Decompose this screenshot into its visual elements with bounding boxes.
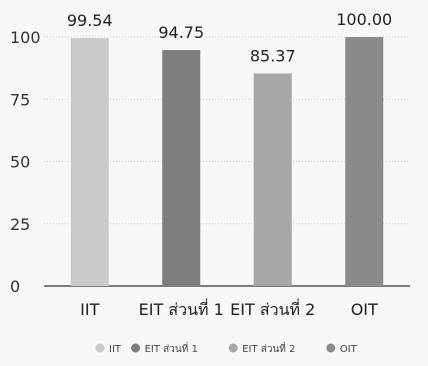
y-tick-label: 0 <box>10 277 20 296</box>
legend: IIT EIT ส่วนที่ 1 EIT ส่วนที่ 2 OIT <box>95 341 358 355</box>
legend-label: EIT ส่วนที่ 2 <box>242 341 295 355</box>
category-label: EIT ส่วนที่ 2 <box>230 298 315 319</box>
category-label: EIT ส่วนที่ 1 <box>139 298 224 319</box>
y-tick-label: 75 <box>10 90 30 109</box>
y-tick-label: 50 <box>10 153 30 172</box>
legend-label: EIT ส่วนที่ 1 <box>145 341 198 355</box>
category-label: IIT <box>80 300 99 319</box>
bars <box>70 37 384 287</box>
y-tick-label: 25 <box>10 215 30 234</box>
bar <box>70 38 109 286</box>
value-labels: 99.54 94.75 85.37 100.00 <box>67 10 392 65</box>
bar <box>253 73 292 286</box>
data-label: 99.54 <box>67 11 113 30</box>
legend-label: IIT <box>109 344 122 355</box>
legend-marker <box>131 343 141 353</box>
y-axis-tick-labels: 0 25 50 75 100 <box>10 28 41 296</box>
bar <box>162 50 201 287</box>
bar <box>345 37 384 286</box>
data-label: 94.75 <box>158 23 204 42</box>
category-labels: IIT EIT ส่วนที่ 1 EIT ส่วนที่ 2 OIT <box>80 298 378 319</box>
y-tick-label: 100 <box>10 28 41 47</box>
legend-marker <box>326 343 336 353</box>
category-label: OIT <box>351 300 378 319</box>
legend-marker <box>228 343 238 353</box>
data-label: 100.00 <box>336 10 392 29</box>
data-label: 85.37 <box>250 46 296 65</box>
legend-marker <box>95 343 105 353</box>
legend-label: OIT <box>340 344 358 355</box>
